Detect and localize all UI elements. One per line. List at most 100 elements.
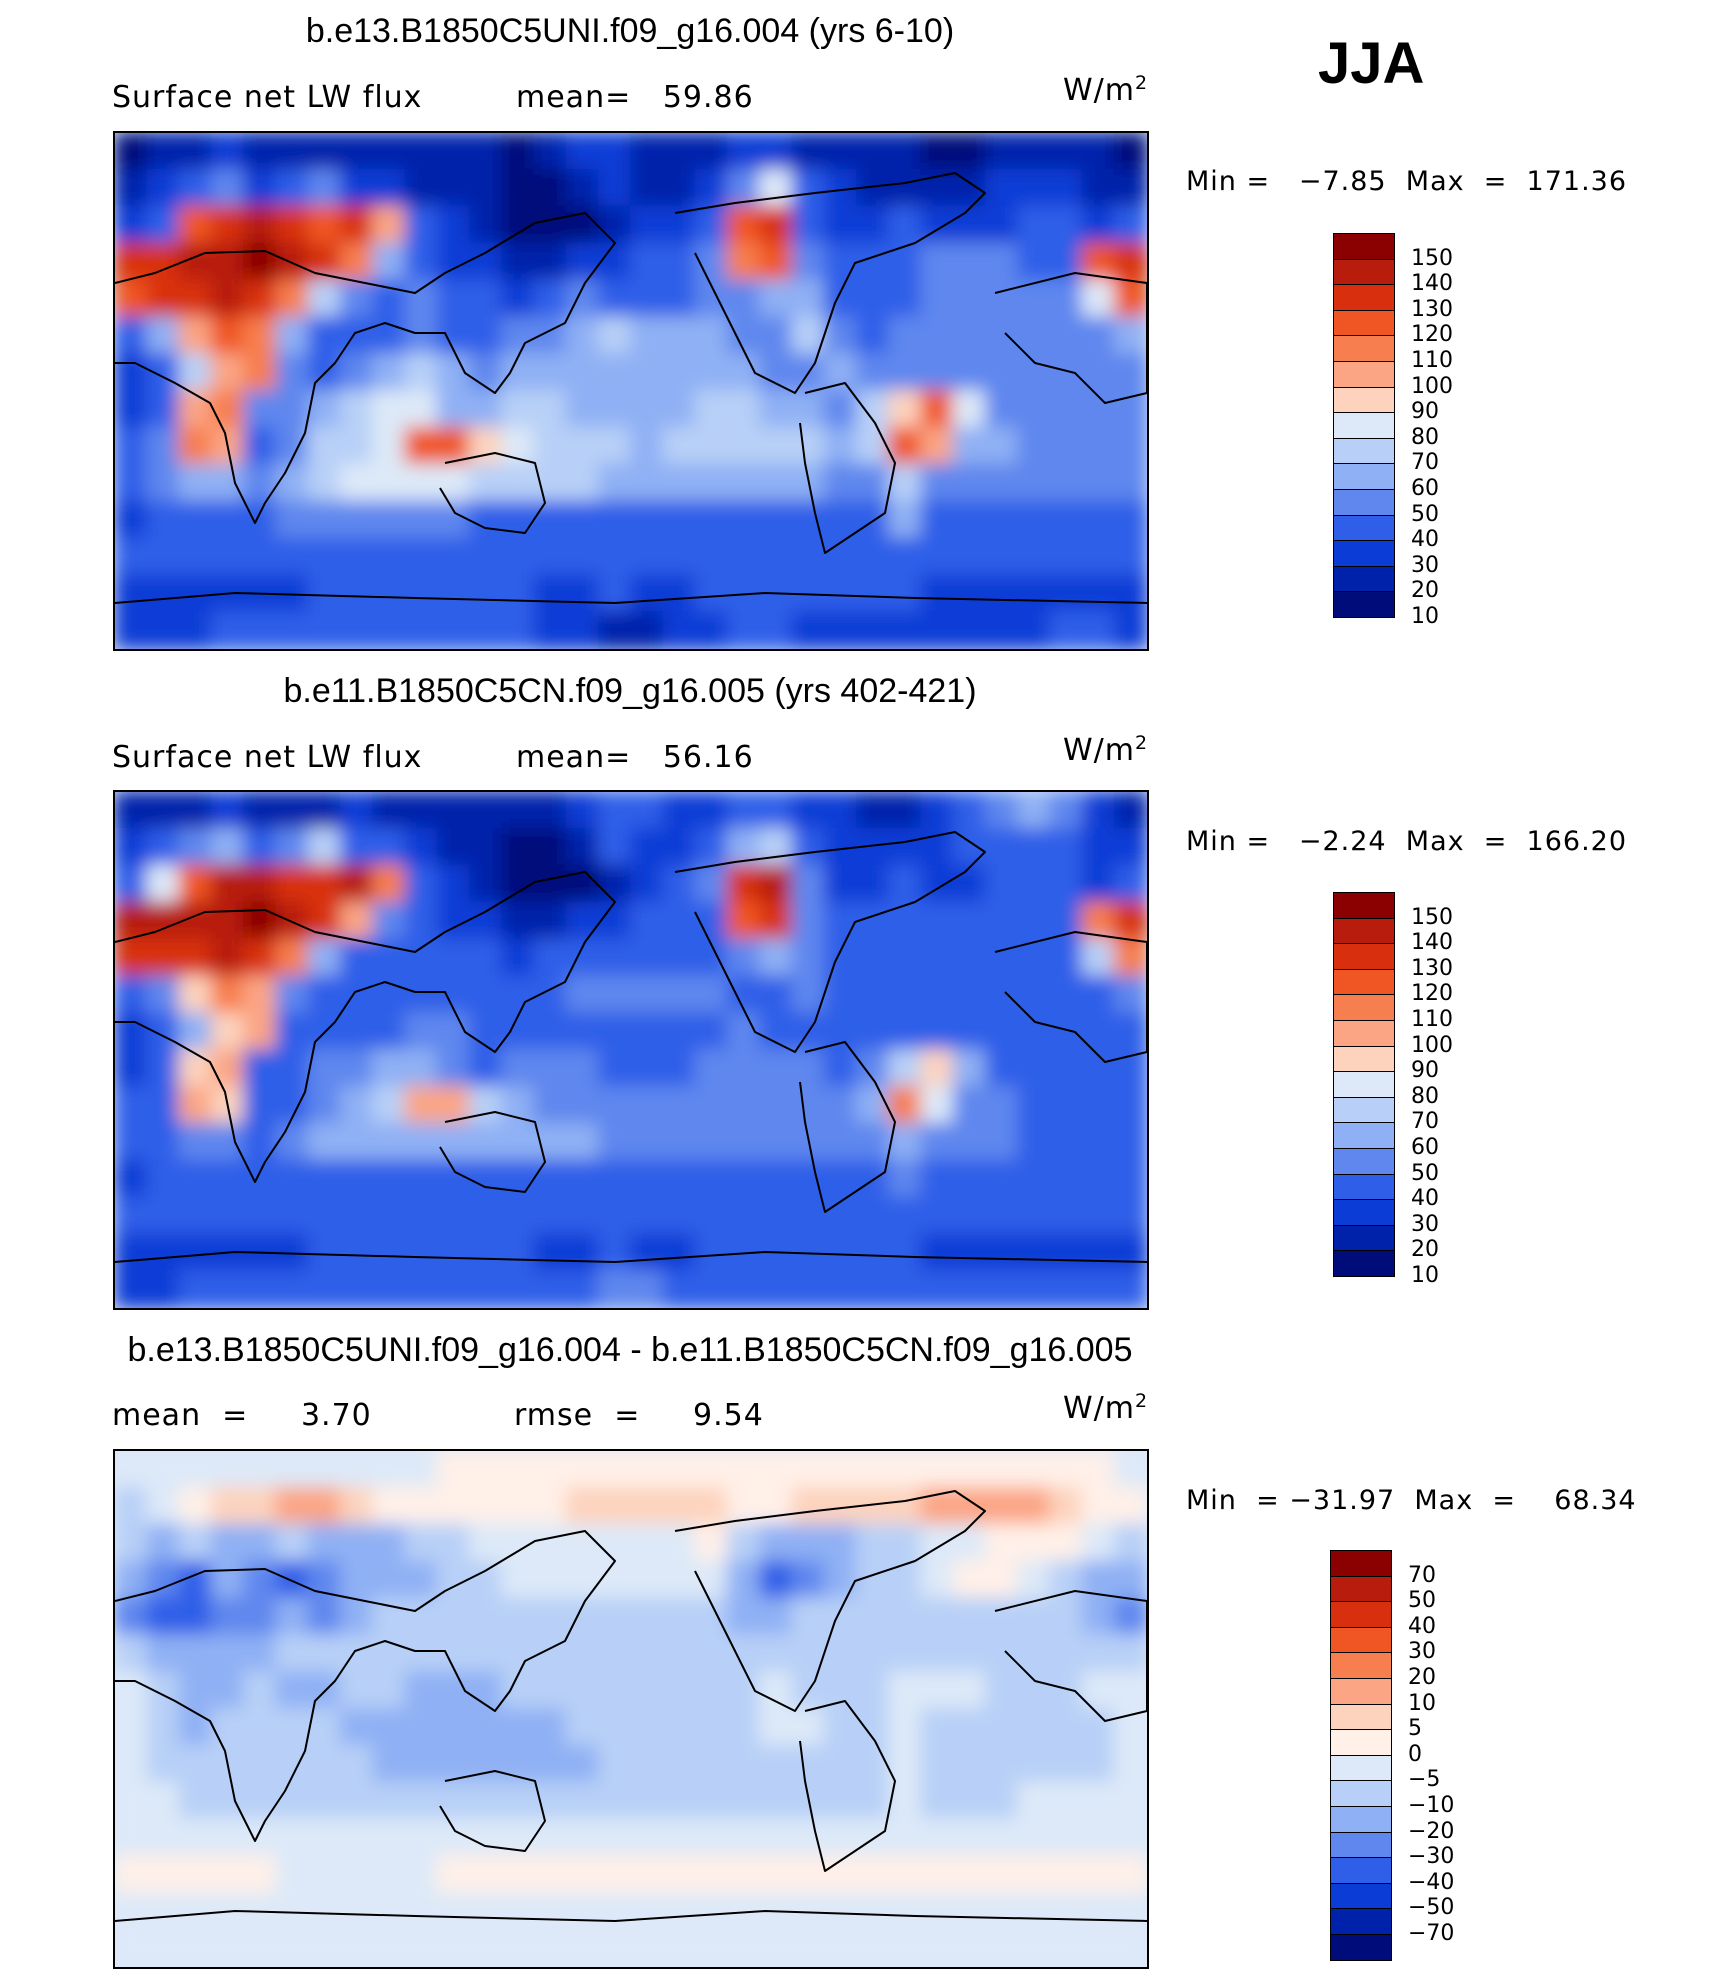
map-cell <box>210 1560 246 1600</box>
map-cell <box>920 242 955 282</box>
map-cell <box>952 1085 987 1125</box>
map-cell <box>726 1159 762 1199</box>
map-cell <box>146 1451 181 1489</box>
map-cell <box>146 1270 181 1308</box>
map-cell <box>1049 1451 1084 1489</box>
colorbar-tick-label: −5 <box>1408 1767 1441 1793</box>
map-cell <box>339 827 375 867</box>
map-cell <box>823 1085 858 1125</box>
map-cell <box>178 390 213 429</box>
map-cell <box>597 1560 633 1600</box>
map-cell <box>726 1708 762 1747</box>
panel-1-units: W/m2 <box>1063 72 1149 108</box>
map-cell <box>630 938 665 978</box>
map-cell <box>984 1486 1020 1526</box>
map-cell <box>178 1818 213 1858</box>
map-cell <box>178 353 213 392</box>
map-cell <box>372 1523 407 1563</box>
map-cell <box>1049 537 1084 577</box>
map-cell <box>855 205 891 245</box>
map-cell <box>630 1233 665 1273</box>
map-cell <box>565 611 600 649</box>
map-cell <box>726 611 762 649</box>
map-cell <box>1081 426 1116 466</box>
map-cell <box>952 1122 987 1162</box>
map-cell <box>759 1159 794 1199</box>
map-cell <box>436 938 471 978</box>
map-cell <box>1049 1159 1084 1199</box>
panel-2-variable-label: Surface net LW flux <box>112 740 423 775</box>
map-cell <box>146 316 181 356</box>
colorbar-swatch <box>1333 1199 1395 1226</box>
map-cell <box>694 426 729 466</box>
map-cell <box>115 864 149 904</box>
map-cell <box>855 1233 891 1273</box>
map-cell <box>501 1451 536 1489</box>
map-cell <box>984 1012 1020 1051</box>
map-cell <box>1049 1671 1084 1710</box>
map-cell <box>243 1781 278 1821</box>
map-cell <box>533 1012 568 1051</box>
map-cell <box>759 1486 794 1526</box>
map-cell <box>1049 1085 1084 1125</box>
map-cell <box>501 426 536 466</box>
map-cell <box>630 1451 665 1489</box>
map-cell <box>630 1196 665 1236</box>
map-cell <box>372 611 407 649</box>
map-cell <box>759 1523 794 1563</box>
map-cell <box>307 1486 342 1526</box>
map-cell <box>1081 975 1116 1015</box>
map-cell <box>533 1671 568 1710</box>
map-cell <box>533 1744 568 1784</box>
map-cell <box>436 827 471 867</box>
coastline <box>115 592 1147 604</box>
colorbar-tick-label: 20 <box>1408 1665 1436 1690</box>
map-cell <box>501 611 536 649</box>
coastline <box>115 871 616 1183</box>
map-cell <box>1081 1929 1116 1967</box>
map-cell <box>823 611 858 649</box>
map-cell <box>372 1233 407 1273</box>
map-cell <box>533 1781 568 1821</box>
map-cell <box>920 901 955 941</box>
map-cell <box>1049 1196 1084 1236</box>
map-cell <box>565 242 600 282</box>
map-cell <box>630 426 665 466</box>
map-cell <box>1113 426 1147 466</box>
map-cell <box>952 463 987 503</box>
map-cell <box>501 901 536 941</box>
map-cell <box>1113 1486 1147 1526</box>
map-cell <box>533 500 568 540</box>
map-cell <box>726 133 762 171</box>
map-cell <box>1081 1451 1116 1489</box>
map-cell <box>726 1781 762 1821</box>
map-cell <box>468 1233 504 1273</box>
map-cell <box>694 1744 729 1784</box>
map-cell <box>791 426 826 466</box>
map-cell <box>694 390 729 429</box>
colorbar-tick-label: 70 <box>1408 1562 1436 1588</box>
map-cell <box>115 1012 149 1051</box>
map-cell <box>984 938 1020 978</box>
map-cell <box>275 279 310 319</box>
map-cell <box>275 1159 310 1199</box>
map-cell <box>404 1451 439 1489</box>
map-cell <box>404 1486 439 1526</box>
map-cell <box>952 1929 987 1967</box>
map-cell <box>1113 1159 1147 1199</box>
map-cell <box>662 1122 697 1162</box>
map-cell <box>1113 1929 1147 1967</box>
map-cell <box>372 500 407 540</box>
map-cell <box>533 901 568 941</box>
map-cell <box>1017 1671 1052 1710</box>
map-cell <box>952 901 987 941</box>
map-cell <box>920 1451 955 1489</box>
map-cell <box>210 1486 246 1526</box>
map-cell <box>275 827 310 867</box>
map-cell <box>1017 1523 1052 1563</box>
colorbar-swatch <box>1330 1934 1392 1961</box>
map-cell <box>307 792 342 830</box>
map-cell <box>1017 1159 1052 1199</box>
map-cell <box>146 1049 181 1088</box>
map-cell <box>855 242 891 282</box>
